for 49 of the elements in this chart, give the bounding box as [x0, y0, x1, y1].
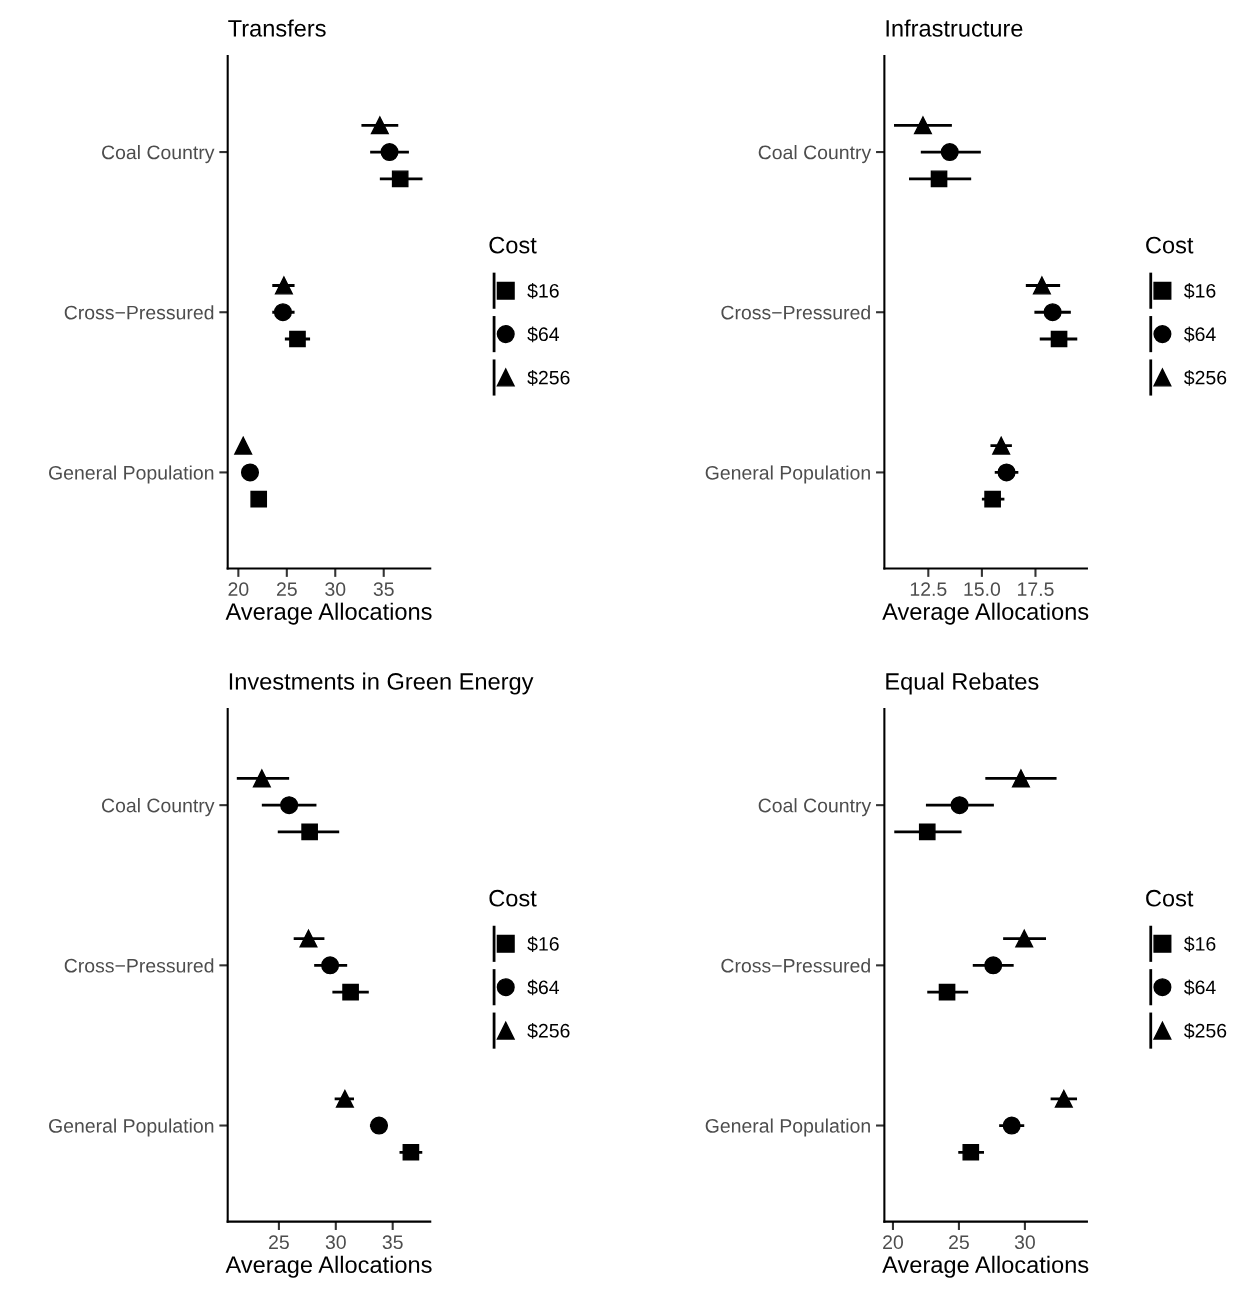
y-tick-label: General Population	[49, 1118, 214, 1137]
y-tick-label: General Population	[49, 465, 214, 484]
chart-title: Transfers	[228, 19, 326, 37]
y-tick-label: Cross−Pressured	[64, 305, 214, 320]
x-tick-label: 17.5	[1018, 582, 1054, 597]
x-tick-label: 35	[373, 582, 394, 597]
x-axis-title: Average Allocations	[882, 602, 1089, 625]
legend-label: $64	[1184, 979, 1216, 996]
x-tick-label: 20	[228, 582, 249, 597]
x-tick-label: 15.0	[964, 582, 1001, 597]
x-tick-label: 25	[276, 582, 297, 597]
legend-label: $16	[1184, 283, 1216, 299]
y-tick-label: General Population	[705, 465, 870, 484]
x-tick-label: 30	[325, 1235, 346, 1250]
x-tick-label: 35	[382, 1235, 403, 1250]
x-tick-label: 30	[1014, 1235, 1035, 1250]
x-tick-label: 12.5	[910, 582, 947, 597]
x-tick-label: 25	[949, 1235, 969, 1250]
legend-title: Cost	[489, 236, 537, 254]
legend-title: Cost	[489, 889, 537, 907]
legend-title: Cost	[1146, 889, 1194, 907]
legend-label: $256	[1184, 369, 1227, 386]
legend-label: $256	[1184, 1023, 1227, 1039]
x-tick-label: 30	[325, 582, 346, 597]
y-tick-label: Coal Country	[102, 798, 215, 817]
x-axis-title: Average Allocations	[225, 1255, 432, 1278]
x-axis-title: Average Allocations	[882, 1255, 1089, 1278]
chart-title: Investments in Green Energy	[229, 672, 534, 695]
legend-label: $64	[527, 979, 560, 996]
y-tick-label: Coal Country	[758, 798, 872, 817]
legend-label: $16	[527, 283, 559, 299]
legend-label: $16	[1184, 936, 1216, 952]
chart-title: Infrastructure	[886, 19, 1023, 37]
x-tick-label: 20	[883, 1235, 904, 1250]
x-tick-label: 25	[269, 1235, 289, 1250]
legend-label: $256	[527, 1023, 570, 1039]
y-tick-label: Cross−Pressured	[721, 305, 870, 320]
legend-label: $256	[527, 369, 570, 386]
legend-title: Cost	[1146, 236, 1194, 254]
y-tick-label: Cross−Pressured	[721, 958, 870, 973]
y-tick-label: Cross−Pressured	[64, 958, 214, 973]
chart-title: Equal Rebates	[886, 672, 1039, 695]
legend-label: $64	[527, 326, 560, 343]
x-axis-title: Average Allocations	[225, 602, 432, 625]
legend-label: $16	[527, 936, 559, 952]
y-tick-label: General Population	[705, 1118, 870, 1137]
y-tick-label: Coal Country	[758, 145, 872, 164]
legend-label: $64	[1184, 326, 1216, 343]
y-tick-label: Coal Country	[102, 145, 215, 164]
